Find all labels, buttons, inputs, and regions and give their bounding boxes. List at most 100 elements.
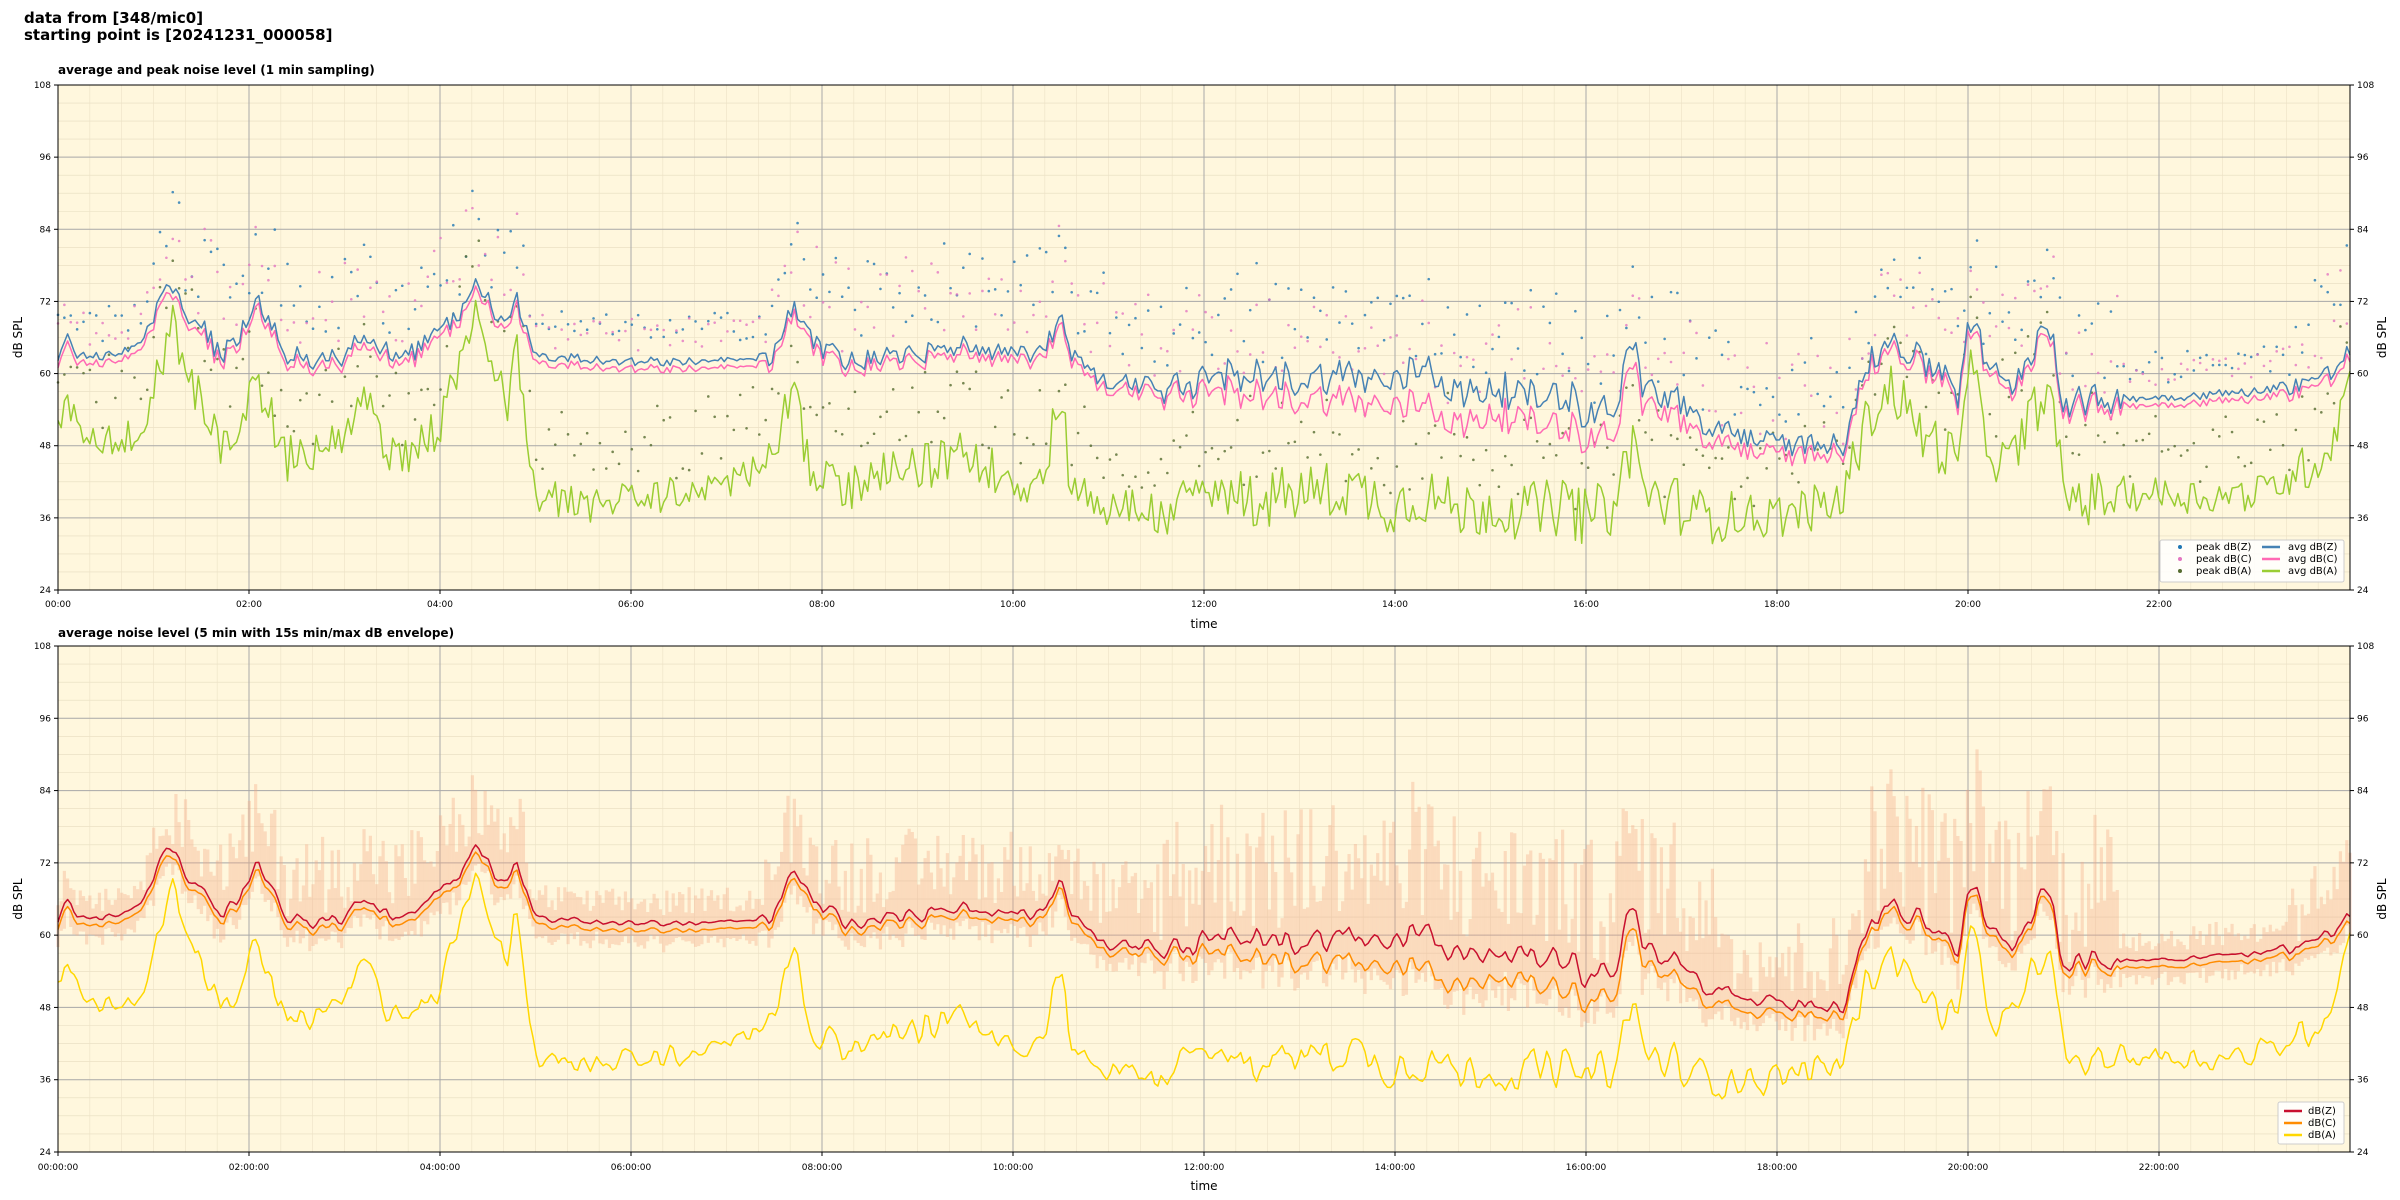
scatter-point [1472,365,1475,369]
scatter-point [2052,374,2055,377]
scatter-point [247,291,251,295]
scatter-point [751,320,755,324]
scatter-point [847,286,850,290]
p2-xtick-label: 06:00:00 [611,1163,652,1173]
scatter-point [547,428,551,431]
scatter-point [1561,431,1564,435]
scatter-point [1516,307,1520,311]
scatter-point [1822,404,1826,408]
scatter-point [420,266,423,270]
scatter-point [2288,373,2291,377]
scatter-point [432,272,436,276]
scatter-point [604,331,608,335]
scatter-point [1835,370,1839,374]
scatter-point [1134,475,1137,479]
scatter-point [2154,350,2157,354]
scatter-point [1969,269,1972,273]
scatter-point [860,444,863,448]
scatter-point [1778,413,1781,416]
scatter-point [2332,401,2336,405]
scatter-point [1242,339,1246,343]
scatter-point [764,340,767,344]
scatter-point [2064,435,2068,439]
scatter-point [1580,336,1584,340]
scatter-point [1338,356,1341,359]
scatter-point [1146,471,1150,474]
scatter-point [719,457,723,460]
scatter-point [1994,325,1998,328]
scatter-point [1918,256,1921,260]
scatter-point [254,225,257,229]
scatter-point [2230,430,2234,434]
p1-xtick-label: 14:00 [1382,600,1408,610]
scatter-point [1688,436,1692,439]
scatter-point [668,343,672,347]
scatter-point [802,407,806,410]
scatter-point [388,331,391,334]
scatter-point [1185,286,1188,290]
scatter-point [1656,357,1660,361]
p1-xtick-label: 20:00 [1955,600,1981,610]
scatter-point [94,314,98,317]
scatter-point [107,353,111,357]
scatter-point [2115,431,2119,435]
scatter-point [311,442,315,446]
scatter-point [828,305,831,309]
scatter-point [2045,285,2049,288]
scatter-point [2237,456,2240,459]
scatter-point [987,446,991,450]
scatter-point [1605,446,1609,449]
scatter-point [139,397,143,401]
scatter-point [2198,356,2202,360]
scatter-point [1427,432,1431,435]
scatter-point [2026,283,2030,287]
p2-xtick-label: 18:00:00 [1757,1163,1798,1173]
scatter-point [273,414,277,418]
scatter-point [675,476,678,480]
scatter-point [2256,418,2259,421]
scatter-point [2173,444,2176,448]
scatter-point [2192,358,2196,362]
scatter-point [1586,362,1590,366]
scatter-point [1848,366,1851,370]
legend-marker [2178,557,2182,561]
scatter-point [1115,311,1118,314]
scatter-point [1134,302,1137,306]
scatter-point [770,288,774,292]
scatter-point [1414,442,1418,446]
p1-ytick-label-left: 84 [40,225,52,235]
scatter-point [2084,384,2087,388]
scatter-point [1797,352,1800,356]
scatter-point [1790,472,1794,475]
scatter-point [1089,444,1093,447]
scatter-point [1178,323,1182,326]
scatter-point [815,245,818,249]
scatter-point [624,320,627,324]
scatter-point [1605,314,1609,318]
scatter-point [1057,224,1061,228]
scatter-point [885,273,889,276]
scatter-point [1000,396,1003,399]
scatter-point [1217,367,1220,371]
scatter-point [1204,450,1207,454]
scatter-point [1975,316,1979,320]
scatter-point [114,337,117,340]
scatter-point [298,341,302,344]
scatter-point [464,255,468,258]
p1-ytick-label-right: 24 [2357,586,2369,596]
scatter-point [2300,351,2304,354]
scatter-point [1331,431,1335,434]
scatter-point [349,270,353,274]
scatter-point [1714,456,1717,460]
scatter-point [1191,410,1195,414]
scatter-point [1121,312,1125,315]
scatter-point [1019,283,1023,287]
scatter-point [260,264,264,268]
scatter-point [649,336,653,339]
scatter-point [904,434,908,438]
scatter-point [815,413,818,417]
p1-ytick-label-right: 108 [2357,81,2374,91]
scatter-point [541,313,544,317]
scatter-point [1159,347,1163,350]
scatter-point [1656,380,1660,383]
